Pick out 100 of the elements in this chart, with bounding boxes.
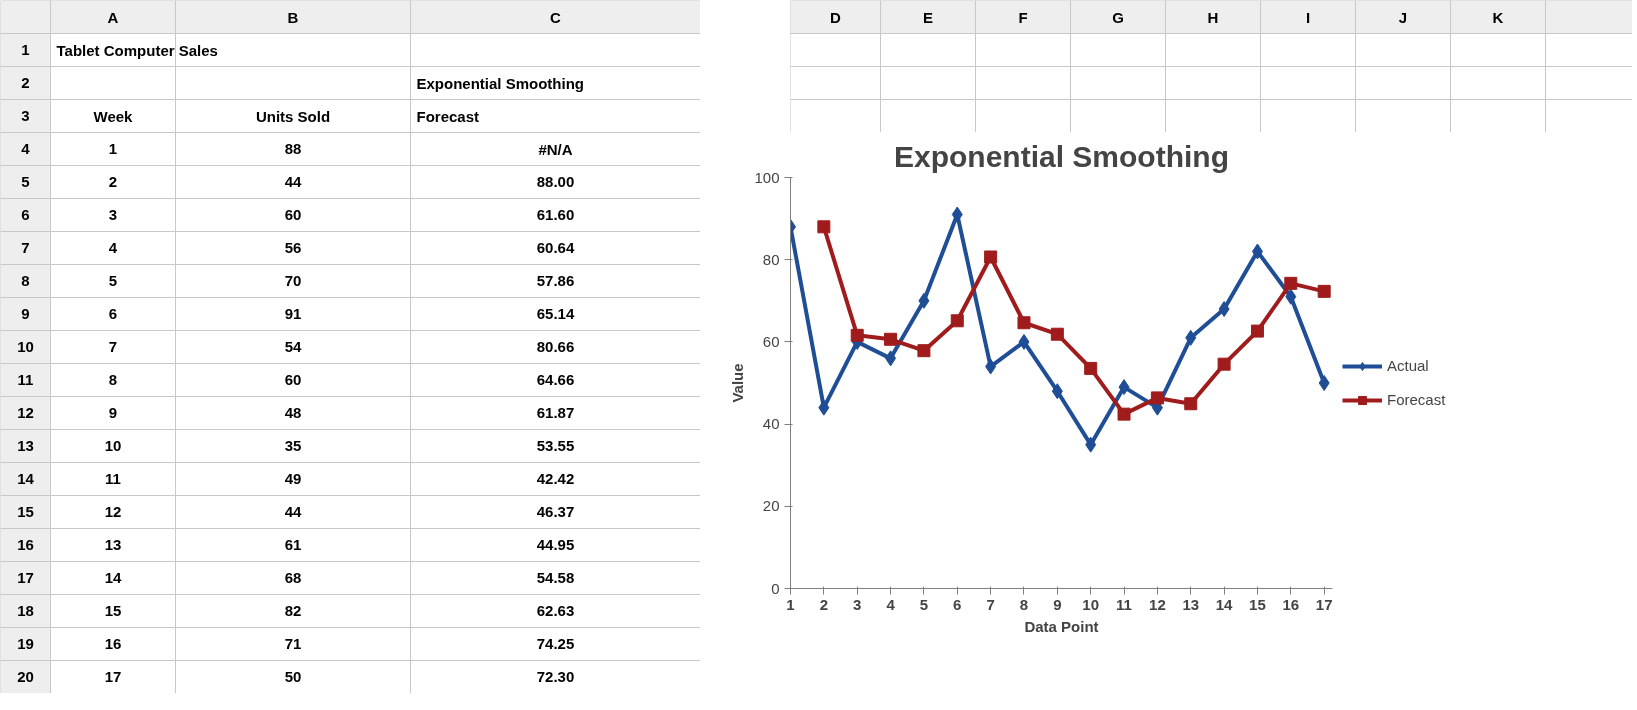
text: 70 — [284, 272, 302, 289]
text: Week — [93, 107, 134, 125]
x-tick-label: 14 — [1215, 595, 1234, 613]
text: 74.25 — [536, 635, 575, 652]
text: 11 — [105, 470, 121, 487]
x-tick-label: 8 — [1019, 595, 1029, 613]
x-tick-label: 15 — [1249, 595, 1266, 613]
text: Units Sold — [255, 107, 331, 125]
text: 9 — [108, 404, 118, 421]
text: 8 — [108, 371, 118, 388]
text: 54 — [284, 338, 302, 355]
text: 71 — [284, 635, 302, 652]
y-tick-label: 60 — [762, 332, 780, 350]
text: 68 — [284, 569, 302, 586]
x-tick-label: 2 — [819, 595, 829, 613]
text: 72.30 — [536, 668, 575, 685]
text: 88.00 — [536, 173, 575, 190]
x-tick-label: 3 — [853, 595, 862, 613]
x-tick-label: 12 — [1149, 595, 1166, 613]
text: 88 — [284, 140, 302, 157]
text: 17 — [104, 668, 122, 685]
text: B — [287, 8, 299, 26]
text: 14 — [104, 569, 122, 586]
text: 10 — [104, 437, 122, 454]
text: A — [107, 8, 119, 26]
x-tick-label: 5 — [919, 595, 929, 613]
text: 44.95 — [536, 536, 575, 553]
text: E — [923, 8, 934, 26]
x-tick-label: 13 — [1182, 595, 1200, 613]
category-label: 13 — [17, 437, 34, 454]
text: 5 — [108, 272, 118, 289]
text: 82 — [284, 602, 302, 619]
text: 19 — [17, 635, 34, 652]
text: 49 — [284, 470, 302, 487]
text: #N/A — [538, 140, 573, 158]
text: 13 — [104, 536, 122, 553]
x-tick-label: 11 — [1116, 595, 1132, 613]
text: 60 — [284, 206, 302, 223]
text: 50 — [284, 668, 302, 685]
category-label: 4 — [21, 140, 30, 157]
text: 2 — [108, 173, 118, 190]
text: 61.60 — [536, 206, 575, 223]
category-label: 7 — [21, 239, 30, 256]
category-label: 12 — [21, 41, 30, 91]
text: 12 — [104, 503, 122, 520]
text: K — [1492, 8, 1504, 26]
category-label: 11 — [17, 371, 34, 388]
text: 3 — [108, 206, 118, 223]
text: 46.37 — [536, 503, 575, 520]
legend-label: Actual — [1387, 357, 1429, 374]
text: 56 — [284, 239, 302, 256]
text: 7 — [108, 338, 118, 355]
text: I — [1305, 8, 1311, 26]
x-tick-label: 1 — [786, 595, 795, 613]
category-label: 14 — [17, 470, 34, 487]
x-tick-label: 7 — [986, 595, 995, 613]
text: Exponential Smoothing — [416, 74, 584, 92]
text: 48 — [284, 404, 302, 421]
text: 42.42 — [536, 470, 575, 487]
y-tick-label: 0 — [771, 579, 780, 597]
x-tick-label: 4 — [886, 595, 896, 613]
chart-title: Exponential Smoothing — [894, 139, 1229, 173]
category-label: 17 — [17, 569, 34, 586]
text: 53.55 — [536, 437, 575, 454]
text: 1 — [108, 140, 118, 157]
category-label: 3 — [21, 107, 30, 124]
text: C — [550, 8, 562, 26]
text: 18 — [17, 602, 34, 619]
x-tick-label: 6 — [953, 595, 962, 613]
x-tick-label: 9 — [1053, 595, 1062, 613]
text: 61 — [284, 536, 302, 553]
y-axis-title: Value — [729, 363, 747, 403]
text: 44 — [284, 503, 302, 520]
text: 54.58 — [536, 569, 575, 586]
text: 4 — [108, 239, 118, 256]
text: 12 — [17, 404, 34, 421]
text: 56 — [21, 173, 30, 223]
text: G — [1112, 8, 1124, 26]
text: 64.66 — [536, 371, 575, 388]
x-tick-label: 17 — [1315, 595, 1333, 613]
text: 16 — [104, 635, 122, 652]
category-label: 8 — [21, 272, 30, 289]
x-axis-title: Data Point — [1024, 617, 1099, 635]
text: 91 — [284, 305, 302, 322]
text: Forecast — [416, 107, 480, 125]
category-label: 9 — [21, 305, 30, 322]
text: 65.14 — [536, 305, 575, 322]
text: 44 — [284, 173, 302, 190]
y-tick-label: 80 — [762, 250, 780, 268]
text: 61.87 — [536, 404, 575, 421]
text: 62.63 — [536, 602, 575, 619]
category-label: 16 — [17, 536, 34, 553]
y-tick-label: 100 — [754, 168, 780, 186]
legend-label: Forecast — [1387, 391, 1446, 408]
text: J — [1398, 8, 1408, 26]
text: F — [1018, 8, 1028, 26]
category-label: 10 — [17, 338, 34, 355]
text: 60 — [284, 371, 302, 388]
text: 20 — [17, 668, 34, 685]
text: H — [1207, 8, 1219, 26]
